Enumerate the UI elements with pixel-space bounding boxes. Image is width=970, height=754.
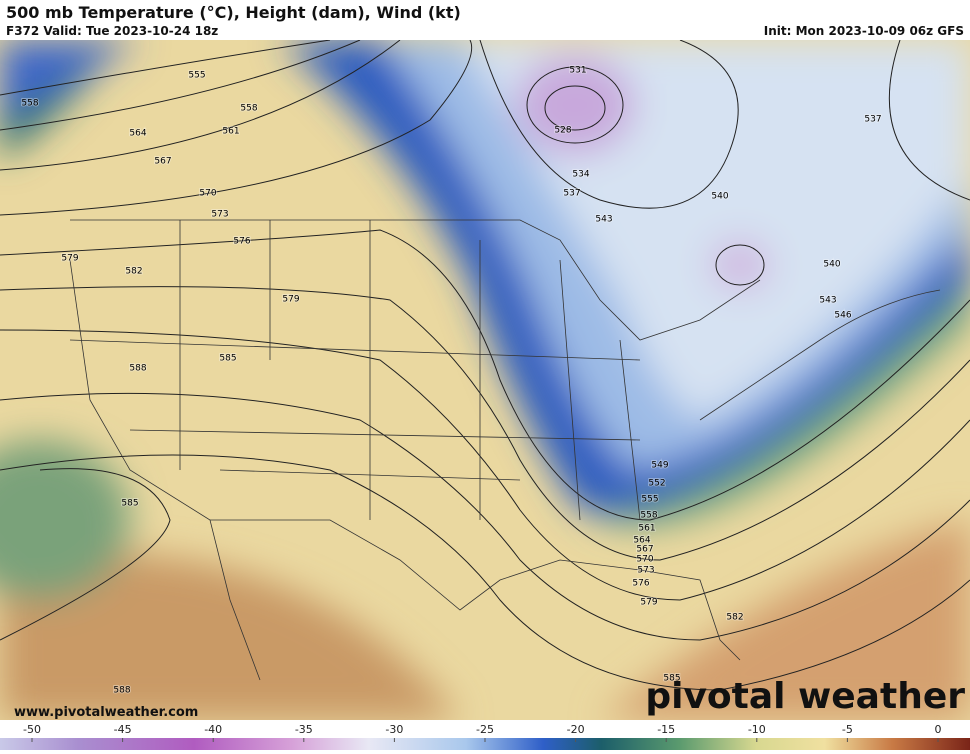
contour-label: 537 <box>864 115 881 125</box>
contour-label: 558 <box>21 99 38 109</box>
colorbar-tick-label: -35 <box>295 723 313 736</box>
contour-label: 561 <box>638 524 655 534</box>
contour-label: 573 <box>637 566 654 576</box>
title: 500 mb Temperature (°C), Height (dam), W… <box>6 3 461 22</box>
map-field: 531 528 534 537 543 540 537 540 543 546 555 558 558 5… <box>0 40 970 720</box>
contour-label: 567 <box>636 545 653 555</box>
colorbar-tick-label: 0 <box>935 723 942 736</box>
colorbar-tick-label: -20 <box>567 723 585 736</box>
contour-label: 537 <box>563 189 580 199</box>
contour-label: 585 <box>121 499 138 509</box>
contour-label: 552 <box>648 479 665 489</box>
contour-labels: 531 528 534 537 543 540 537 540 543 546 555 558 558 5… <box>20 65 882 697</box>
contour-label: 564 <box>633 536 650 546</box>
height-contours <box>0 40 970 691</box>
contour-label: 582 <box>125 267 142 277</box>
contour-label: 570 <box>636 555 653 565</box>
website: www.pivotalweather.com <box>14 705 198 720</box>
contour-label: 558 <box>640 511 657 521</box>
contour-label: 543 <box>595 215 612 225</box>
contour-label: 531 <box>569 66 586 76</box>
contour-label: 579 <box>61 254 78 264</box>
contour-label: 579 <box>282 295 299 305</box>
colorbar-tick-label: -30 <box>385 723 403 736</box>
contour-label: 528 <box>554 126 571 136</box>
contour-label: 546 <box>834 311 851 321</box>
contour-label: 585 <box>663 674 680 684</box>
contour-label: 576 <box>233 237 250 247</box>
watermark: pivotal weather <box>645 676 965 717</box>
contour-label: 561 <box>222 127 239 137</box>
init-time: Init: Mon 2023-10-09 06z GFS <box>764 24 964 38</box>
contour-label: 579 <box>640 598 657 608</box>
header-bg <box>0 0 970 40</box>
contour-label: 588 <box>129 364 146 374</box>
contour-label: 555 <box>641 495 658 505</box>
contour-label: 540 <box>711 192 728 202</box>
colorbar-ticks: -50 -45 -40 -35 -30 -25 -20 -15 -10 -5 0 <box>23 723 942 742</box>
contour-label: 588 <box>113 686 130 696</box>
contour-label: 549 <box>651 461 668 471</box>
colorbar-tick-label: -25 <box>476 723 494 736</box>
colorbar-tick-label: -40 <box>204 723 222 736</box>
contour-label: 558 <box>240 104 257 114</box>
colorbar <box>0 738 970 750</box>
colorbar-tick-label: -50 <box>23 723 41 736</box>
colorbar-tick-label: -5 <box>842 723 853 736</box>
contour-label: 585 <box>219 354 236 364</box>
valid-time: F372 Valid: Tue 2023-10-24 18z <box>6 24 218 38</box>
colorbar-tick-label: -10 <box>748 723 766 736</box>
colorbar-tick-label: -45 <box>114 723 132 736</box>
contour-label: 576 <box>632 579 649 589</box>
colorbar-tick-label: -15 <box>657 723 675 736</box>
contour-label: 534 <box>572 170 589 180</box>
contour-label: 570 <box>199 189 216 199</box>
contour-label: 564 <box>129 129 146 139</box>
contour-label: 543 <box>819 296 836 306</box>
contour-label: 540 <box>823 260 840 270</box>
boundaries <box>69 219 941 681</box>
contour-label: 573 <box>211 210 228 220</box>
contour-label: 555 <box>188 71 205 81</box>
contour-label: 567 <box>154 157 171 167</box>
contour-label: 582 <box>726 613 743 623</box>
